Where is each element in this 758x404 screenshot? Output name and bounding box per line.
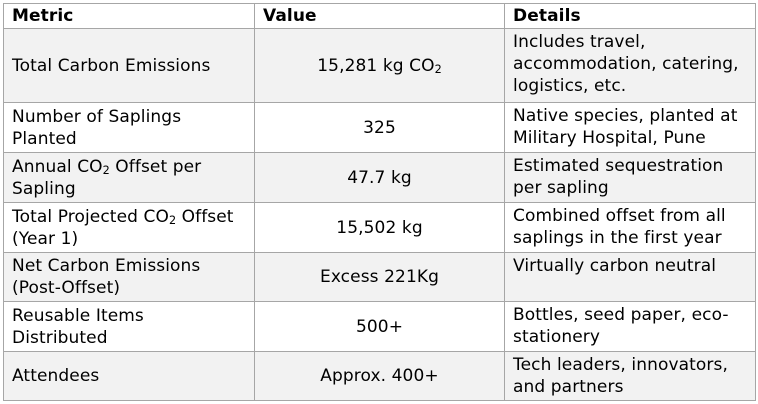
value-cell: Excess 221Kg <box>254 252 505 302</box>
column-header-details: Details <box>504 3 756 29</box>
metric-cell: Annual CO2 Offset per Sapling <box>3 152 255 203</box>
details-cell: Combined offset from all saplings in the … <box>504 202 756 253</box>
value-cell: 325 <box>254 102 505 153</box>
value-cell: 15,281 kg CO2 <box>254 28 505 103</box>
table-row: Annual CO2 Offset per Sapling 47.7 kg Est… <box>3 152 756 203</box>
metric-cell: Total Carbon Emissions <box>3 28 255 103</box>
table-row: Reusable Items Distributed 500+ Bottles, … <box>3 301 756 352</box>
value-cell: 500+ <box>254 301 505 352</box>
header-row: Metric Value Details <box>3 3 756 29</box>
details-cell: Virtually carbon neutral <box>504 252 756 302</box>
table-row: Number of Saplings Planted 325 Native spe… <box>3 102 756 153</box>
table-row: Attendees Approx. 400+ Tech leaders, inn… <box>3 351 756 401</box>
metric-cell: Total Projected CO2 Offset (Year 1) <box>3 202 255 253</box>
details-cell: Includes travel, accommodation, catering,… <box>504 28 756 103</box>
metric-cell: Number of Saplings Planted <box>3 102 255 153</box>
value-cell: 47.7 kg <box>254 152 505 203</box>
table-row: Net Carbon Emissions (Post-Offset) Excess… <box>3 252 756 302</box>
table-row: Total Carbon Emissions 15,281 kg CO2 Inc… <box>3 28 756 103</box>
column-header-value: Value <box>254 3 505 29</box>
value-cell: Approx. 400+ <box>254 351 505 401</box>
value-cell: 15,502 kg <box>254 202 505 253</box>
metric-cell: Net Carbon Emissions (Post-Offset) <box>3 252 255 302</box>
column-header-metric: Metric <box>3 3 255 29</box>
metric-cell: Attendees <box>3 351 255 401</box>
details-cell: Bottles, seed paper, eco-stationery <box>504 301 756 352</box>
metric-cell: Reusable Items Distributed <box>3 301 255 352</box>
details-cell: Native species, planted at Military Hospi… <box>504 102 756 153</box>
table-row: Total Projected CO2 Offset (Year 1) 15,50… <box>3 202 756 253</box>
details-cell: Estimated sequestration per sapling <box>504 152 756 203</box>
details-cell: Tech leaders, innovators, and partners <box>504 351 756 401</box>
event-sustainability-metrics-table: Metric Value Details Total Carbon Emissi… <box>3 3 756 401</box>
